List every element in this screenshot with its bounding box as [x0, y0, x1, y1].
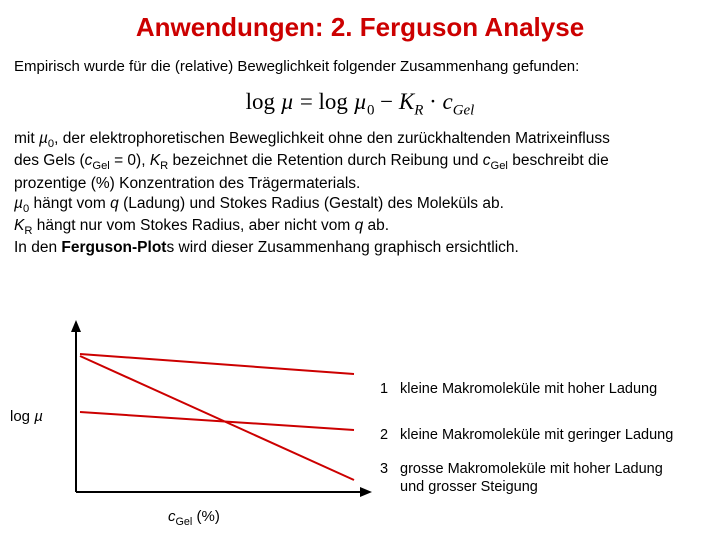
eq-mu0: µ [354, 89, 367, 114]
eq-equals: = [294, 89, 318, 114]
b-l2bs: Gel [92, 161, 109, 173]
eq-mu: µ [281, 89, 294, 114]
legend-num: 2 [380, 426, 396, 444]
b-l1c: , der elektrophoretischen Beweglichkeit … [54, 130, 610, 147]
legend-item-3: 3 grosse Makromoleküle mit hoher Ladung … [380, 460, 663, 496]
b-l4d: (Ladung) und Stokes Radius (Gestalt) des… [119, 195, 504, 212]
series-1 [80, 354, 354, 374]
xlabel-c: c [168, 508, 176, 525]
b-l1a: mit [14, 130, 39, 147]
eq-cdot: · [423, 89, 442, 114]
xlabel-tail: (%) [192, 508, 220, 525]
ferguson-plot [64, 320, 374, 500]
series-3 [80, 356, 354, 480]
legend-text: kleine Makromoleküle mit geringer Ladung [400, 427, 673, 443]
legend-item-2: 2 kleine Makromoleküle mit geringer Ladu… [380, 426, 673, 444]
legend-text-2: und grosser Steigung [400, 479, 538, 495]
b-l3: prozentige (%) Konzentration des Trägerm… [14, 175, 360, 192]
b-l4c: q [110, 195, 119, 212]
legend-num: 1 [380, 380, 396, 398]
b-l2f: c [483, 152, 491, 169]
legend-text: kleine Makromoleküle mit hoher Ladung [400, 381, 657, 397]
y-axis-arrow [71, 320, 81, 332]
legend-num: 3 [380, 460, 396, 478]
eq-log1: log [246, 89, 281, 114]
b-l2c: = 0), [110, 152, 150, 169]
b-l1b: µ [39, 130, 48, 147]
b-l2g: beschreibt die [508, 152, 609, 169]
series-group [80, 354, 354, 480]
b-l2fs: Gel [491, 161, 508, 173]
equation-container: log µ = log µ0 − KR · cGel [0, 85, 720, 128]
legend-item-1: 1 kleine Makromoleküle mit hoher Ladung [380, 380, 657, 398]
eq-subR: R [414, 102, 423, 118]
b-l5c: q [355, 217, 364, 234]
intro-text: Empirisch wurde für die (relative) Beweg… [0, 53, 720, 85]
legend-text: grosse Makromoleküle mit hoher Ladung [400, 461, 663, 477]
x-axis-label: cGel (%) [168, 508, 220, 528]
body-text: mit µ0, der elektrophoretischen Beweglic… [0, 127, 720, 262]
equation: log µ = log µ0 − KR · cGel [246, 89, 475, 120]
page-title: Anwendungen: 2. Ferguson Analyse [0, 0, 720, 53]
b-l5a: K [14, 217, 24, 234]
x-axis-arrow [360, 487, 372, 497]
y-axis-label: log µ [10, 408, 43, 425]
b-l4a: µ [14, 195, 23, 212]
eq-c: c [443, 89, 453, 114]
series-2 [80, 412, 354, 430]
eq-K: K [399, 89, 414, 114]
b-l5b: hängt nur vom Stokes Radius, aber nicht … [32, 217, 354, 234]
xlabel-sub: Gel [176, 516, 193, 528]
b-l6c: s wird dieser Zusammenhang graphisch ers… [166, 239, 518, 256]
ylabel-mu: µ [34, 408, 43, 425]
b-l2a: des Gels ( [14, 152, 85, 169]
b-l4b: hängt vom [29, 195, 110, 212]
eq-minus: − [374, 89, 398, 114]
b-l2e: bezeichnet die Retention durch Reibung u… [168, 152, 483, 169]
ferguson-plot-panel: log µ cGel (%) 1 kleine Makromoleküle mi… [0, 320, 720, 540]
ylabel-log: log [10, 408, 34, 425]
b-l6a: In den [14, 239, 61, 256]
b-l2d: K [150, 152, 160, 169]
eq-log2: log [319, 89, 354, 114]
eq-subGel: Gel [453, 102, 475, 118]
b-l6b: Ferguson-Plot [61, 239, 166, 256]
b-l5d: ab. [363, 217, 389, 234]
